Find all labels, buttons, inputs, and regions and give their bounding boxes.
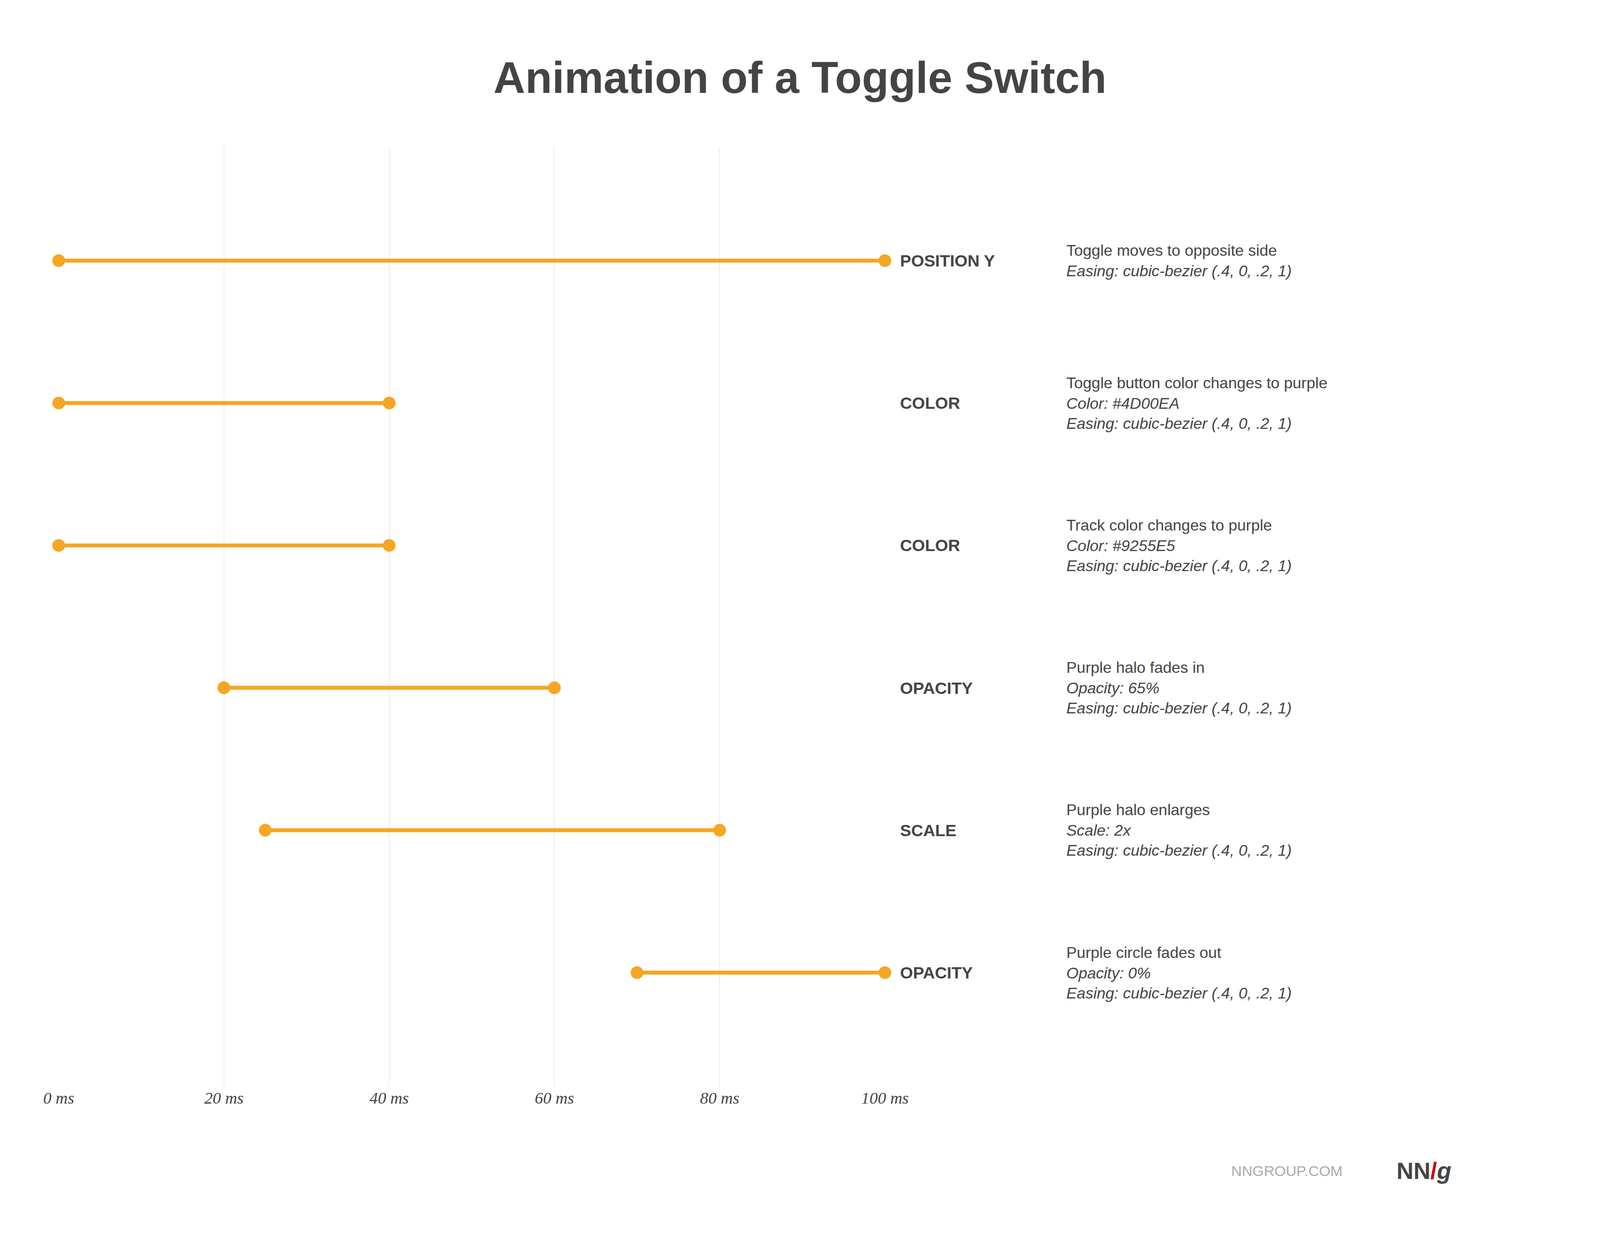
svg-text:NN/g: NN/g [1396,1158,1452,1185]
svg-text:60 ms: 60 ms [534,1089,574,1108]
svg-text:NNGROUP.COM: NNGROUP.COM [1231,1163,1343,1180]
svg-text:COLOR: COLOR [900,536,961,555]
svg-text:Track color changes to purpleC: Track color changes to purpleColor: #925… [1066,516,1292,575]
svg-text:0 ms: 0 ms [43,1089,74,1108]
svg-text:OPACITY: OPACITY [900,678,973,698]
svg-text:Animation of a Toggle Switch: Animation of a Toggle Switch [493,53,1107,103]
svg-text:Purple halo enlargesScale: 2xE: Purple halo enlargesScale: 2xEasing: cub… [1066,801,1292,860]
svg-text:Toggle moves to opposite sideE: Toggle moves to opposite sideEasing: cub… [1066,241,1292,280]
svg-text:POSITION Y: POSITION Y [900,251,995,271]
svg-text:Toggle button color changes to: Toggle button color changes to purpleCol… [1066,374,1328,433]
svg-text:100 ms: 100 ms [860,1089,909,1108]
svg-text:SCALE: SCALE [900,821,957,840]
svg-text:COLOR: COLOR [900,393,961,413]
svg-text:Purple halo fades inOpacity: 6: Purple halo fades inOpacity: 65%Easing: … [1066,658,1292,718]
svg-text:80 ms: 80 ms [699,1089,740,1108]
svg-text:Purple circle fades outOpacity: Purple circle fades outOpacity: 0%Easing… [1066,944,1292,1003]
svg-text:OPACITY: OPACITY [900,963,973,983]
svg-text:20 ms: 20 ms [204,1089,244,1108]
svg-text:40 ms: 40 ms [369,1089,409,1108]
